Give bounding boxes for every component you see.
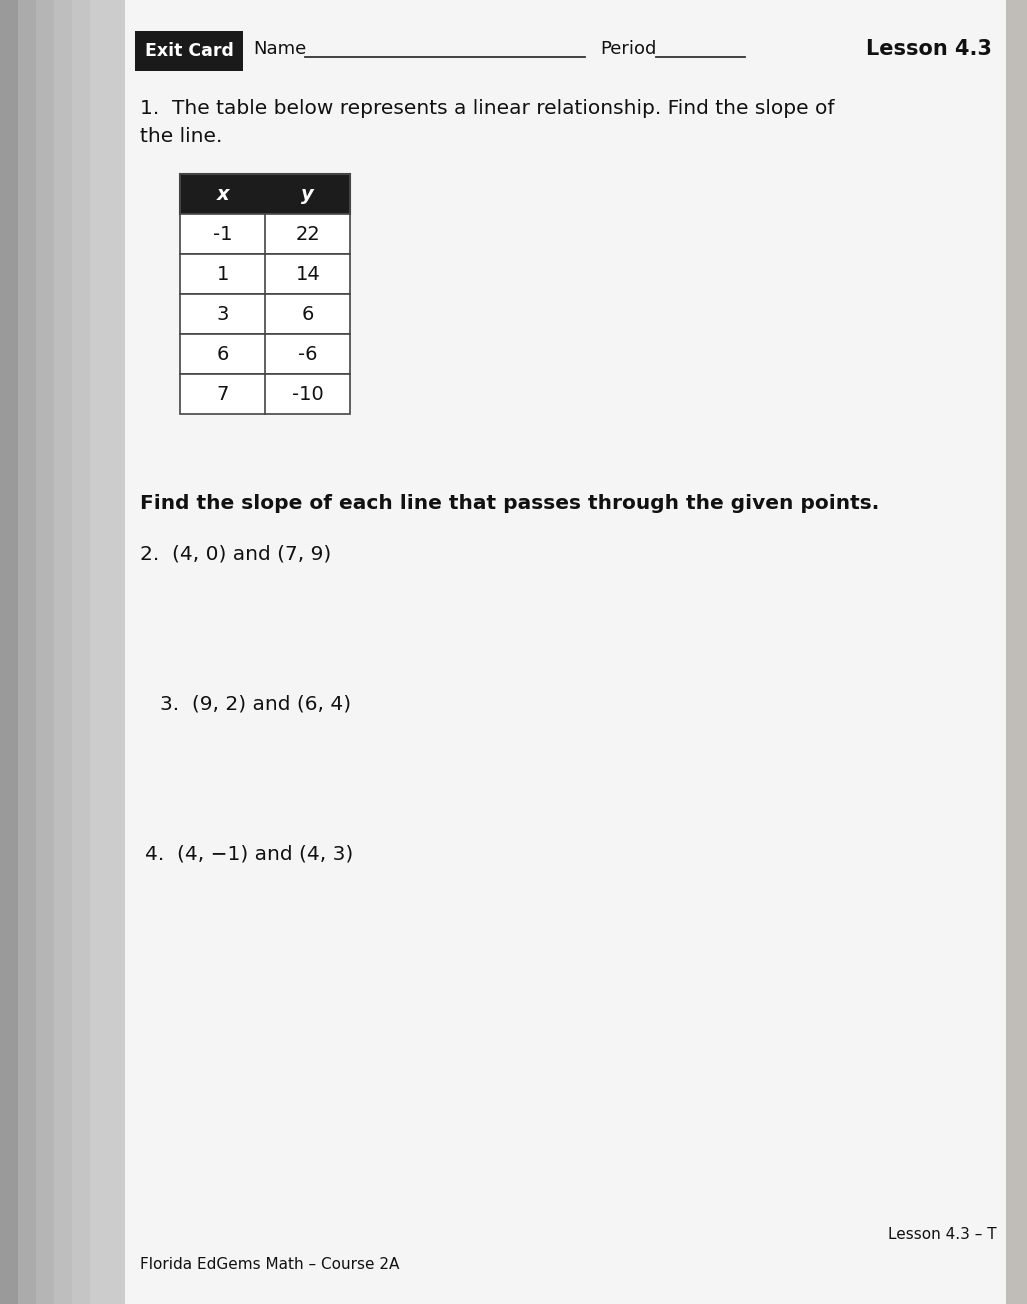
Text: 6: 6: [302, 305, 314, 323]
Text: Exit Card: Exit Card: [145, 42, 234, 60]
Text: Lesson 4.3 – T: Lesson 4.3 – T: [887, 1227, 996, 1241]
Text: Period: Period: [601, 40, 656, 57]
Bar: [125, 0, 1006, 1304]
Text: 7: 7: [217, 385, 229, 403]
Text: 1: 1: [217, 265, 229, 283]
Bar: [181, 254, 350, 293]
Text: -6: -6: [298, 344, 317, 364]
Text: -10: -10: [292, 385, 324, 403]
Bar: [1006, 0, 1027, 1304]
Text: -1: -1: [213, 224, 232, 244]
Text: 2.  (4, 0) and (7, 9): 2. (4, 0) and (7, 9): [141, 544, 332, 563]
Text: 14: 14: [296, 265, 320, 283]
Bar: [181, 214, 350, 254]
Bar: [90, 0, 125, 1304]
Bar: [72, 0, 90, 1304]
Text: x: x: [217, 184, 229, 203]
Text: 4.  (4, −1) and (4, 3): 4. (4, −1) and (4, 3): [145, 844, 353, 863]
Bar: [181, 293, 350, 334]
Text: 3: 3: [217, 305, 229, 323]
Bar: [181, 334, 350, 374]
Bar: [181, 173, 350, 214]
Text: 6: 6: [217, 344, 229, 364]
Text: 3.  (9, 2) and (6, 4): 3. (9, 2) and (6, 4): [160, 694, 351, 713]
Text: y: y: [301, 184, 314, 203]
Bar: [54, 0, 72, 1304]
Text: the line.: the line.: [141, 126, 223, 146]
Bar: [36, 0, 54, 1304]
Text: Find the slope of each line that passes through the given points.: Find the slope of each line that passes …: [141, 494, 879, 512]
Bar: [181, 374, 350, 413]
Text: 22: 22: [296, 224, 320, 244]
Bar: [136, 31, 243, 70]
Bar: [0, 0, 18, 1304]
Bar: [18, 0, 36, 1304]
Text: Lesson 4.3: Lesson 4.3: [866, 39, 991, 59]
Text: Florida EdGems Math – Course 2A: Florida EdGems Math – Course 2A: [141, 1257, 400, 1271]
Text: Name: Name: [254, 40, 306, 57]
Text: 1.  The table below represents a linear relationship. Find the slope of: 1. The table below represents a linear r…: [141, 99, 835, 117]
